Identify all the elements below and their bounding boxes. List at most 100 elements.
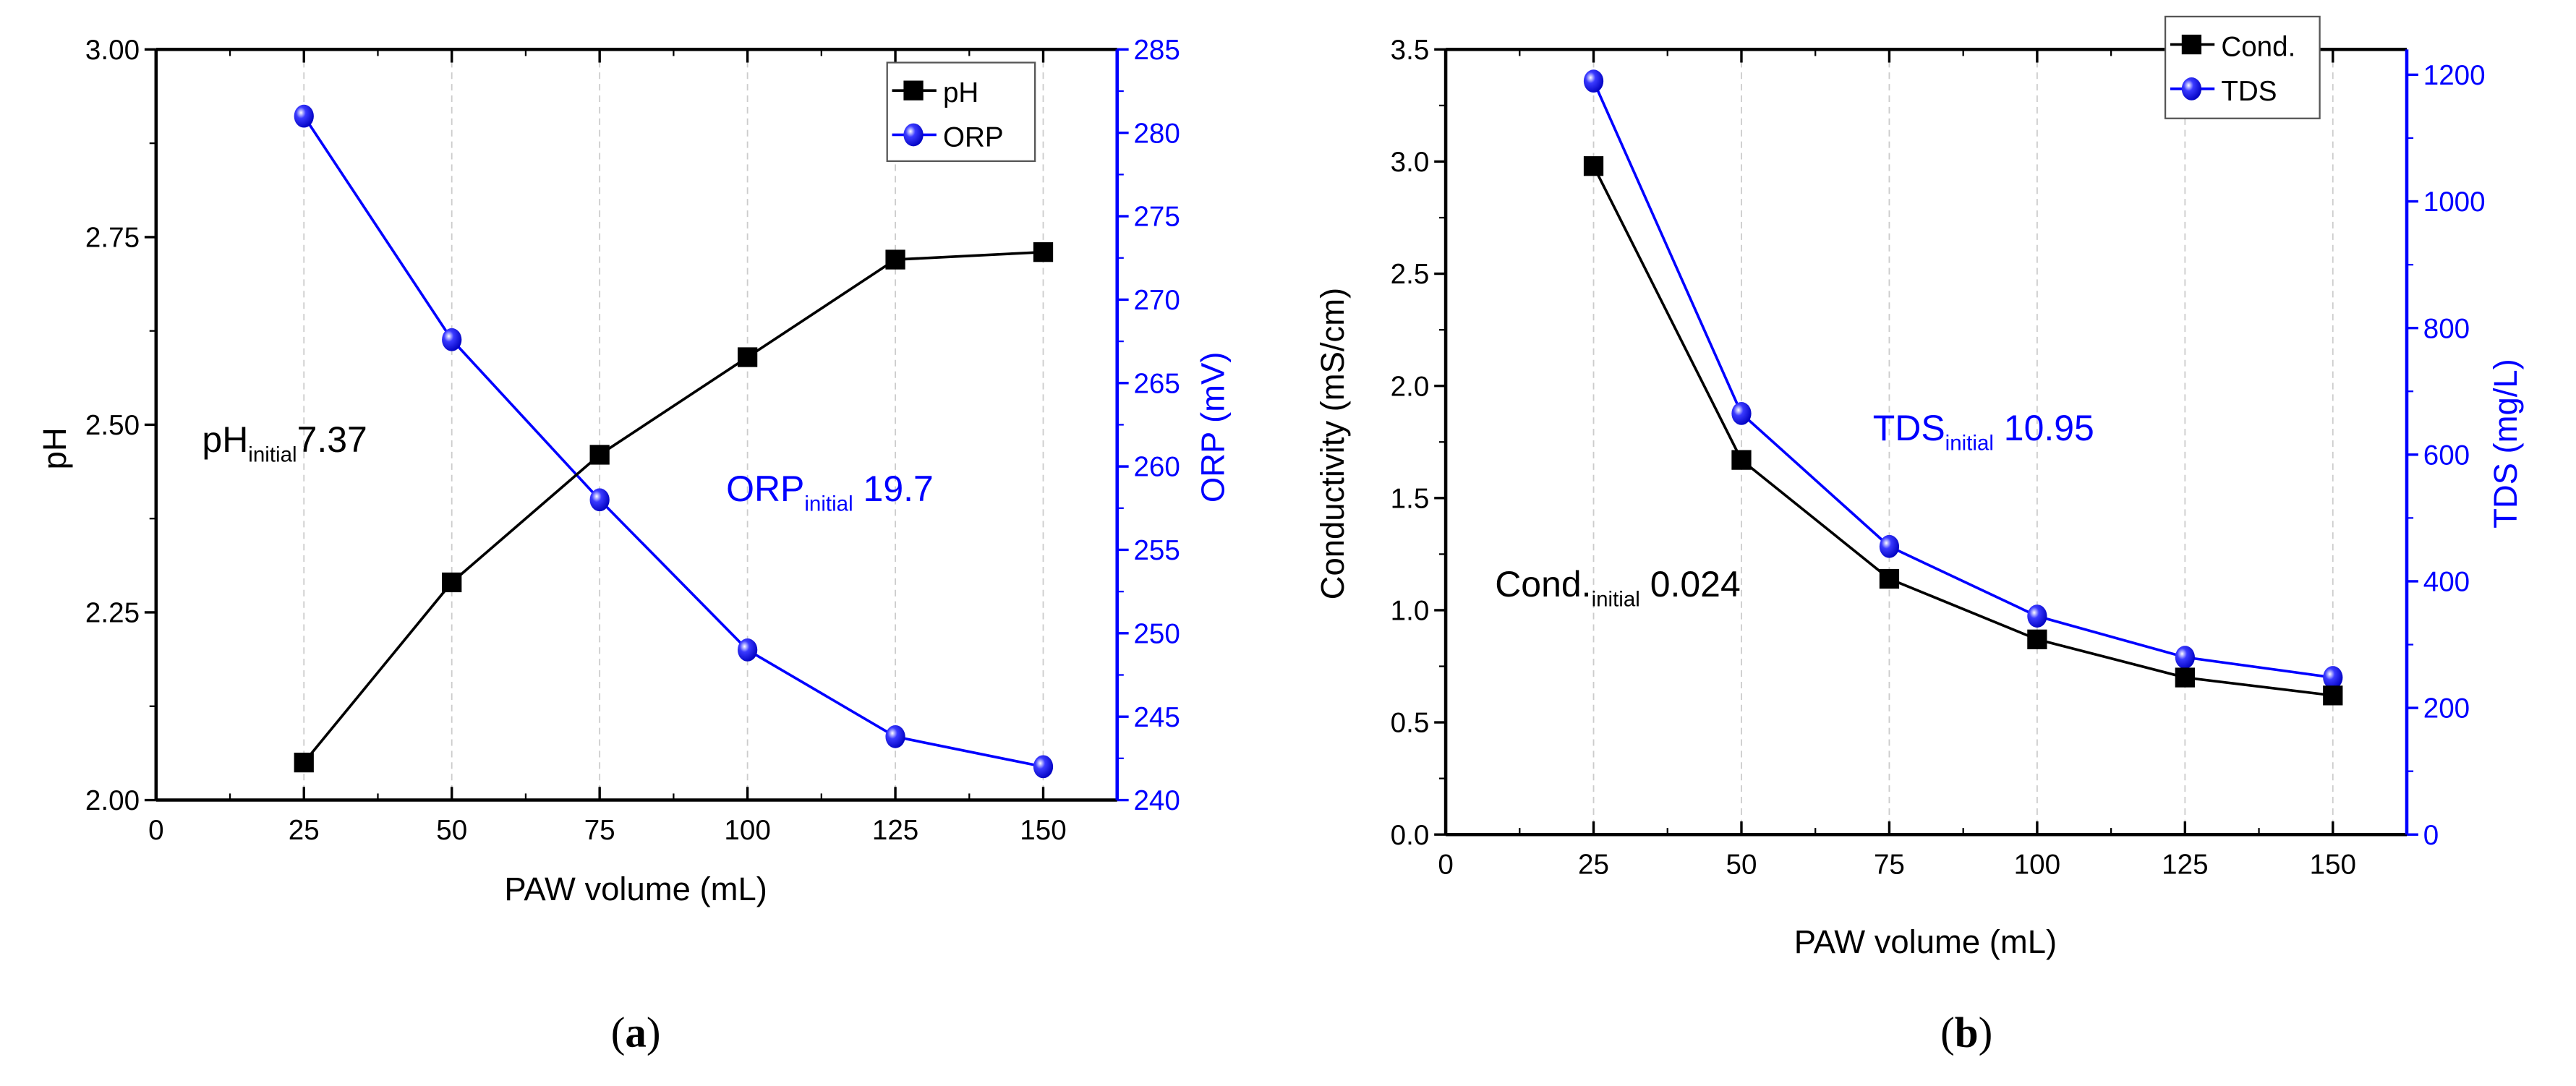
left-y-tick-label: 1.5 <box>1391 483 1430 514</box>
annotation-ph-initial: pHinitial7.37 <box>202 419 367 467</box>
x-tick-label: 50 <box>1726 850 1757 881</box>
series-line-cond <box>1592 165 2334 697</box>
right-y-axis-label: TDS (mg/L) <box>2487 359 2524 529</box>
data-point-ph <box>885 249 905 270</box>
chart-panel-b: 0 25 50 75 100 125 150 0.0 0.5 1.0 1.5 2.0 2.5 3.0 3.5… <box>1314 15 2524 1056</box>
right-y-tick-label: 280 <box>1133 118 1180 149</box>
right-y-tick-label: 245 <box>1133 702 1180 733</box>
legend-label: TDS <box>2221 76 2277 107</box>
data-point-tds <box>2027 604 2047 628</box>
left-y-tick-label: 3.00 <box>85 35 140 66</box>
data-point-cond <box>2323 685 2343 706</box>
legend-marker <box>903 80 924 101</box>
legend-label: ORP <box>943 121 1004 153</box>
x-tick-label: 125 <box>872 815 918 846</box>
left-y-tick-label: 2.50 <box>85 410 140 441</box>
legend-marker <box>2181 77 2202 101</box>
data-point-orp <box>737 638 758 662</box>
right-y-tick-label: 255 <box>1133 535 1180 566</box>
right-y-tick-label: 285 <box>1133 35 1180 66</box>
right-y-tick-label: 200 <box>2423 693 2470 724</box>
legend-marker <box>2181 34 2202 55</box>
left-y-tick-label: 2.25 <box>85 598 140 629</box>
left-y-tick-label: 3.0 <box>1391 147 1430 178</box>
x-axis-label: PAW volume (mL) <box>504 871 767 907</box>
legend-box <box>2164 15 2321 119</box>
panel-caption: (b) <box>1940 1008 1992 1056</box>
legend-label: Cond. <box>2221 31 2295 62</box>
right-y-tick-label: 1200 <box>2423 60 2486 91</box>
annotation-orp-initial: ORPinitial 19.7 <box>726 469 934 516</box>
chart-panel-a: 0 25 50 75 100 125 150 2.00 2.25 2.50 2.75 3.00 240 2… <box>36 35 1232 1056</box>
left-y-axis-label: pH <box>36 427 73 469</box>
data-point-ph <box>589 445 610 465</box>
x-tick-label: 100 <box>2014 850 2060 881</box>
left-y-axis-label: Conductivity (mS/cm) <box>1314 288 1351 600</box>
data-point-orp <box>885 724 905 748</box>
data-point-cond <box>1731 450 1752 470</box>
left-y-tick-label: 1.0 <box>1391 596 1430 627</box>
x-tick-label: 75 <box>1874 850 1905 881</box>
x-tick-label: 25 <box>1578 850 1609 881</box>
data-point-tds <box>2323 666 2343 689</box>
caption-letter: a <box>625 1008 647 1056</box>
right-y-tick-label: 400 <box>2423 567 2470 598</box>
left-y-tick-label: 2.75 <box>85 223 140 254</box>
right-y-axis-label: ORP (mV) <box>1194 352 1231 503</box>
annotation-value: 0.024 <box>1640 564 1741 604</box>
right-y-tick-label: 800 <box>2423 313 2470 344</box>
annotation-subscript: initial <box>1945 432 1994 456</box>
data-point-ph <box>737 347 758 367</box>
data-point-orp <box>589 488 610 512</box>
left-y-tick-label: 0.0 <box>1391 820 1430 851</box>
annotation-subscript: initial <box>248 443 297 467</box>
x-tick-label: 150 <box>1020 815 1066 846</box>
annotation-main: TDS <box>1873 408 1945 448</box>
x-tick-label: 50 <box>436 815 467 846</box>
right-y-tick-label: 275 <box>1133 202 1180 233</box>
data-point-ph <box>442 572 462 593</box>
annotation-value: 19.7 <box>853 469 934 509</box>
annotation-cond-initial: Cond.initial 0.024 <box>1495 564 1741 612</box>
caption-paren: ) <box>1979 1008 1993 1056</box>
annotation-subscript: initial <box>804 492 853 516</box>
series-line-ph <box>302 250 1044 764</box>
data-point-cond <box>2027 629 2047 649</box>
left-y-tick-label: 0.5 <box>1391 708 1430 739</box>
data-point-cond <box>1583 156 1604 176</box>
right-y-tick-label: 240 <box>1133 785 1180 816</box>
left-y-tick-label: 2.5 <box>1391 259 1430 290</box>
panel-caption: (a) <box>611 1008 661 1056</box>
x-tick-label: 150 <box>2310 850 2356 881</box>
x-tick-label: 75 <box>584 815 615 846</box>
left-y-tick-label: 2.0 <box>1391 371 1430 402</box>
data-point-cond <box>1879 568 1900 589</box>
data-point-ph <box>294 752 314 773</box>
right-y-tick-label: 260 <box>1133 452 1180 483</box>
right-y-tick-label: 270 <box>1133 285 1180 316</box>
right-y-tick-label: 1000 <box>2423 187 2486 218</box>
annotation-value: 7.37 <box>297 419 367 460</box>
series-line-orp <box>302 115 1044 769</box>
x-tick-label: 125 <box>2162 850 2208 881</box>
caption-paren: ( <box>1940 1008 1955 1056</box>
caption-letter: b <box>1955 1008 1979 1056</box>
data-point-tds <box>1583 69 1604 93</box>
x-axis-label: PAW volume (mL) <box>1794 923 2057 960</box>
right-y-tick-label: 265 <box>1133 368 1180 399</box>
data-point-orp <box>294 104 314 128</box>
data-point-orp <box>1033 755 1054 779</box>
annotation-value: 10.95 <box>1994 408 2094 448</box>
data-point-tds <box>1731 401 1752 425</box>
legend-marker <box>903 123 924 147</box>
data-point-tds <box>1879 534 1900 558</box>
annotation-main: pH <box>202 419 248 460</box>
annotation-subscript: initial <box>1592 587 1640 611</box>
legend-label: pH <box>943 77 978 108</box>
data-point-orp <box>442 328 462 351</box>
x-tick-label: 100 <box>724 815 770 846</box>
left-y-tick-label: 2.00 <box>85 785 140 816</box>
annotation-main: Cond. <box>1495 564 1591 604</box>
right-y-tick-label: 0 <box>2423 820 2439 851</box>
